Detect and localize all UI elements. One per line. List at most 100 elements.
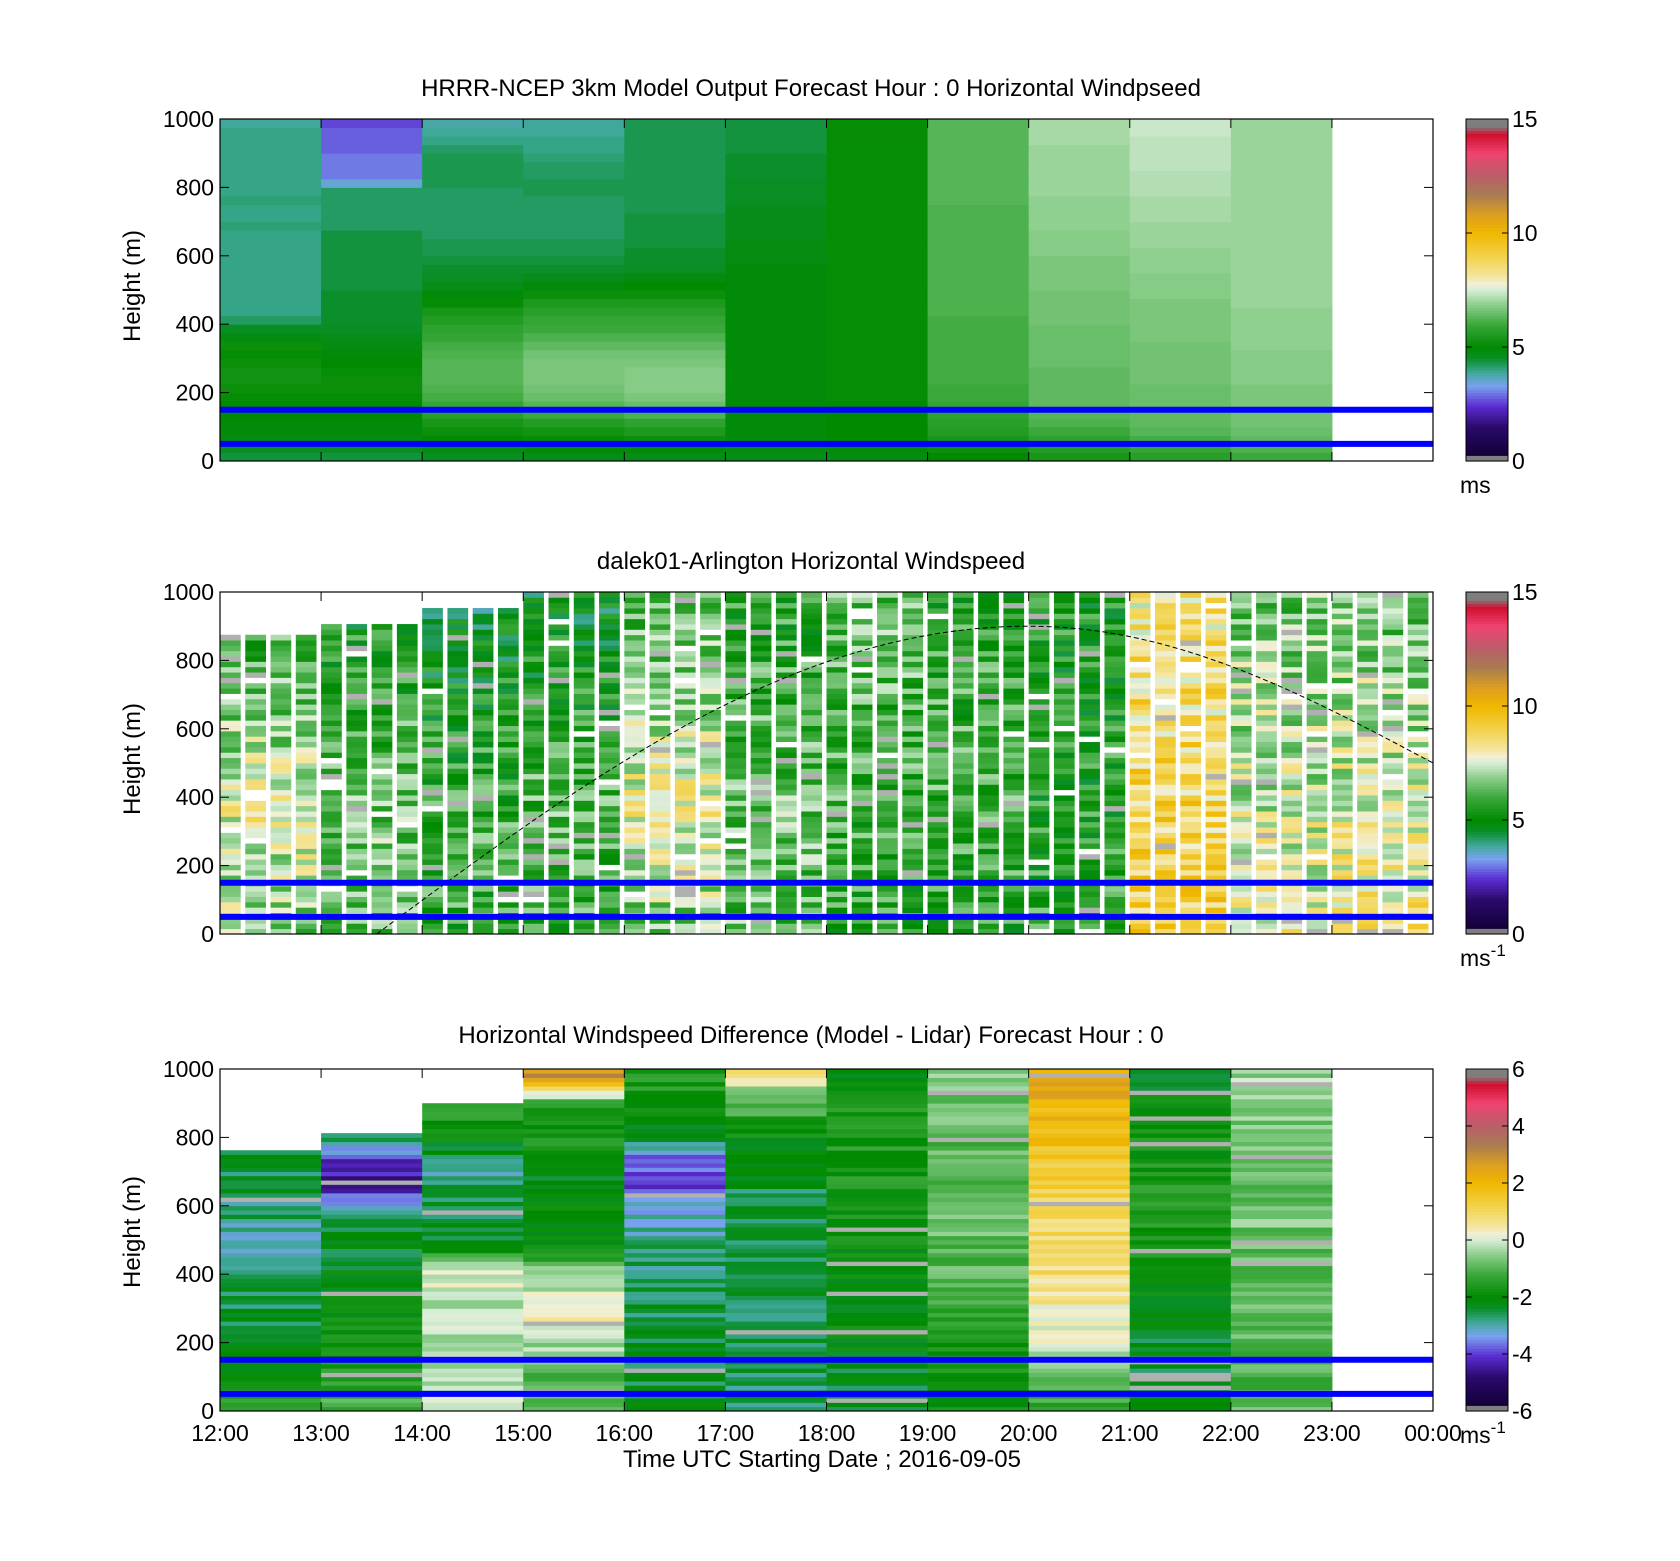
heatmap-cell bbox=[422, 827, 443, 833]
heatmap-cell bbox=[1230, 264, 1333, 274]
heatmap-cell bbox=[1382, 789, 1404, 796]
heatmap-cell bbox=[624, 618, 646, 625]
heatmap-cell bbox=[371, 656, 393, 662]
heatmap-cell bbox=[775, 624, 797, 630]
heatmap-cell bbox=[1079, 869, 1100, 876]
heatmap-cell bbox=[851, 682, 873, 689]
heatmap-cell bbox=[346, 859, 368, 865]
heatmap-cell bbox=[725, 661, 747, 668]
heatmap-cell bbox=[1306, 688, 1328, 694]
heatmap-cell bbox=[422, 1398, 524, 1403]
heatmap-cell bbox=[422, 1282, 524, 1288]
heatmap-cell bbox=[346, 709, 368, 716]
heatmap-cell bbox=[1230, 608, 1252, 614]
heatmap-cell bbox=[1129, 1274, 1232, 1279]
heatmap-cell bbox=[472, 832, 494, 839]
heatmap-cell bbox=[624, 1086, 726, 1091]
heatmap-cell bbox=[624, 597, 646, 604]
heatmap-cell bbox=[1205, 763, 1227, 769]
heatmap-cell bbox=[1205, 869, 1227, 876]
heatmap-cell bbox=[396, 827, 418, 833]
heatmap-cell bbox=[725, 1201, 827, 1207]
heatmap-cell bbox=[270, 677, 292, 684]
colorbar-segment bbox=[1466, 455, 1508, 459]
heatmap-cell bbox=[1230, 324, 1333, 334]
heatmap-cell bbox=[700, 592, 721, 598]
heatmap-cell bbox=[927, 1124, 1030, 1130]
heatmap-cell bbox=[725, 1269, 827, 1275]
heatmap-cell bbox=[826, 366, 929, 376]
heatmap-cell bbox=[220, 928, 241, 935]
heatmap-cell bbox=[1331, 827, 1353, 833]
heatmap-cell bbox=[1357, 688, 1378, 694]
heatmap-cell bbox=[801, 800, 822, 807]
heatmap-cell bbox=[1407, 821, 1429, 828]
heatmap-cell bbox=[422, 1372, 524, 1378]
colorbar-segment bbox=[1466, 141, 1508, 146]
heatmap-cell bbox=[1129, 1094, 1232, 1100]
heatmap-cell bbox=[523, 1244, 625, 1249]
heatmap-cell bbox=[270, 907, 292, 914]
heatmap-cell bbox=[725, 1128, 827, 1134]
heatmap-cell bbox=[700, 816, 721, 823]
heatmap-cell bbox=[1205, 650, 1227, 657]
heatmap-cell bbox=[523, 1218, 625, 1224]
heatmap-cell bbox=[523, 1231, 625, 1237]
heatmap-cell bbox=[978, 928, 999, 935]
heatmap-cell bbox=[674, 677, 696, 684]
heatmap-cell bbox=[346, 704, 368, 710]
colorbar-segment bbox=[1466, 355, 1508, 359]
heatmap-cell bbox=[826, 255, 929, 265]
heatmap-cell bbox=[523, 752, 544, 759]
heatmap-cell bbox=[725, 1402, 827, 1408]
heatmap-cell bbox=[801, 923, 822, 930]
heatmap-cell bbox=[1129, 618, 1151, 625]
heatmap-cell bbox=[826, 1368, 929, 1373]
heatmap-cell bbox=[775, 907, 797, 914]
heatmap-cell bbox=[1230, 677, 1252, 684]
heatmap-cell bbox=[649, 709, 671, 716]
heatmap-cell bbox=[1028, 195, 1131, 205]
heatmap-cell bbox=[447, 805, 469, 812]
panel-model-title: HRRR-NCEP 3km Model Output Forecast Hour… bbox=[421, 75, 1201, 102]
heatmap-cell bbox=[523, 1342, 625, 1348]
heatmap-cell bbox=[220, 136, 322, 146]
heatmap-cell bbox=[1230, 255, 1333, 265]
heatmap-cell bbox=[523, 1240, 625, 1245]
heatmap-cell bbox=[1407, 837, 1429, 844]
heatmap-cell bbox=[523, 136, 625, 146]
heatmap-cell bbox=[1053, 821, 1075, 828]
heatmap-cell bbox=[826, 800, 848, 807]
heatmap-cell bbox=[927, 773, 949, 780]
heatmap-cell bbox=[447, 763, 469, 769]
heatmap-cell bbox=[245, 693, 266, 700]
heatmap-cell bbox=[1079, 618, 1100, 625]
heatmap-cell bbox=[1382, 645, 1404, 652]
heatmap-cell bbox=[1230, 1235, 1333, 1241]
heatmap-cell bbox=[1028, 677, 1050, 684]
heatmap-cell bbox=[422, 661, 443, 668]
heatmap-cell bbox=[978, 757, 999, 764]
heatmap-cell bbox=[624, 1325, 726, 1331]
heatmap-cell bbox=[548, 624, 570, 630]
heatmap-cell bbox=[220, 366, 322, 376]
heatmap-cell bbox=[346, 725, 368, 732]
heatmap-cell bbox=[1129, 1210, 1232, 1215]
heatmap-cell bbox=[573, 672, 595, 678]
panel-lidar-ylabel: Height (m) bbox=[119, 703, 146, 815]
heatmap-cell bbox=[927, 1372, 1030, 1378]
heatmap-cell bbox=[725, 1205, 827, 1211]
heatmap-cell bbox=[447, 896, 469, 903]
heatmap-cell bbox=[801, 907, 822, 914]
heatmap-cell bbox=[371, 714, 393, 721]
heatmap-cell bbox=[877, 837, 898, 844]
heatmap-cell bbox=[750, 875, 772, 881]
heatmap-cell bbox=[927, 752, 949, 759]
heatmap-cell bbox=[422, 618, 443, 625]
heatmap-cell bbox=[1028, 1295, 1131, 1301]
heatmap-cell bbox=[548, 736, 570, 743]
heatmap-cell bbox=[447, 709, 469, 716]
heatmap-cell bbox=[1104, 928, 1126, 935]
heatmap-cell bbox=[573, 677, 595, 684]
heatmap-cell bbox=[826, 401, 929, 411]
